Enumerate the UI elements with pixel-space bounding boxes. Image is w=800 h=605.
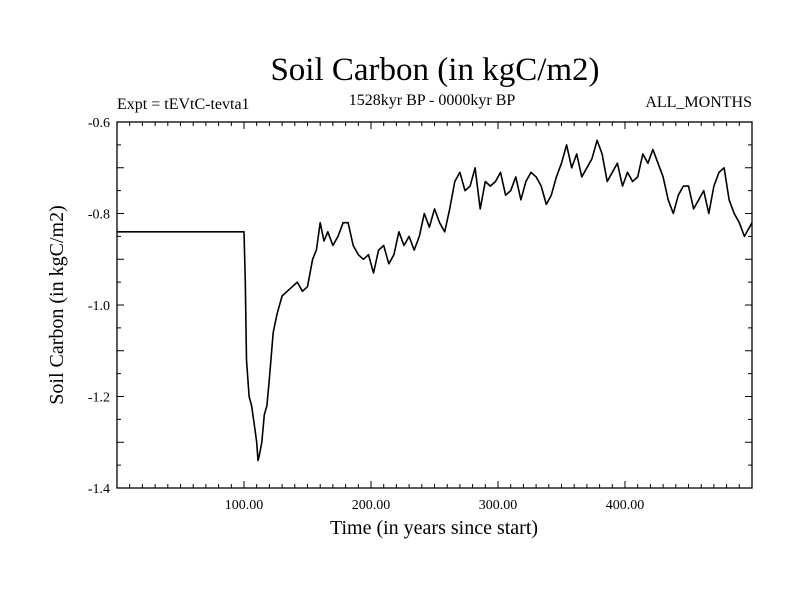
y-tick-label: -0.6 bbox=[88, 116, 110, 131]
y-tick-label: -1.4 bbox=[88, 482, 110, 497]
y-tick-label: -1.2 bbox=[88, 391, 110, 406]
x-axis-label: Time (in years since start) bbox=[330, 517, 538, 539]
x-tick-label: 300.00 bbox=[479, 498, 518, 513]
y-axis-label: Soil Carbon (in kgC/m2) bbox=[46, 205, 68, 404]
series-line bbox=[117, 139, 753, 462]
x-axis-ticks: 100.00 200.00 300.00 400.00 bbox=[129, 122, 740, 513]
months-label: ALL_MONTHS bbox=[645, 94, 752, 111]
y-tick-label: -0.8 bbox=[88, 208, 110, 223]
period-label: 1528kyr BP - 0000kyr BP bbox=[349, 92, 516, 109]
x-tick-label: 200.00 bbox=[352, 498, 391, 513]
plot-frame bbox=[116, 121, 753, 489]
y-tick-label: -1.0 bbox=[88, 299, 110, 314]
y-axis-ticks: -1.4 -1.2 -1.0 -0.8 -0.6 bbox=[88, 116, 752, 497]
experiment-label: Expt = tEVtC-tevta1 bbox=[117, 96, 250, 113]
series-layer bbox=[117, 139, 753, 462]
x-tick-label: 400.00 bbox=[606, 498, 645, 513]
x-tick-label: 100.00 bbox=[225, 498, 264, 513]
chart-title: Soil Carbon (in kgC/m2) bbox=[270, 52, 599, 88]
